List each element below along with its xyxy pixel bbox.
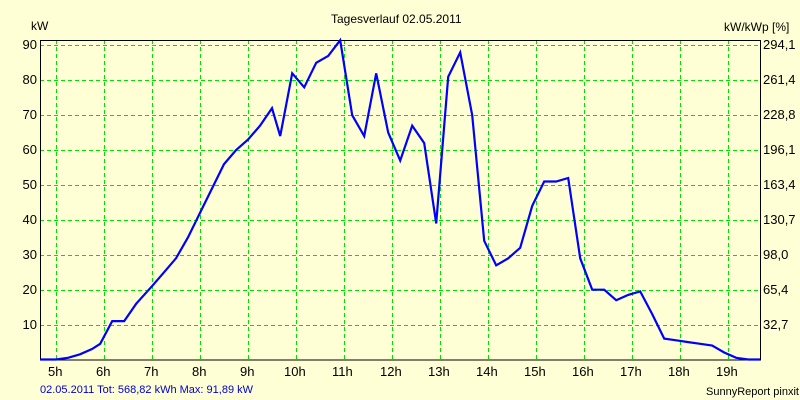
y-tick-right: 163,4 <box>763 177 796 192</box>
plot-frame <box>40 40 761 361</box>
x-tick: 19h <box>716 364 738 379</box>
x-tick: 9h <box>240 364 255 379</box>
y-tick-left: 20 <box>22 281 37 297</box>
x-tick: 18h <box>668 364 690 379</box>
summary-footer: 02.05.2011 Tot: 568,82 kWh Max: 91,89 kW <box>40 384 253 396</box>
x-tick: 14h <box>476 364 498 379</box>
y-tick-left: 70 <box>22 107 37 123</box>
y-axis-label-left: kW <box>31 19 49 33</box>
x-tick: 16h <box>572 364 594 379</box>
y-axis-label-right: kW/kWp [%] <box>724 20 790 34</box>
y-tick-right: 261,4 <box>763 72 796 88</box>
x-tick: 10h <box>284 364 306 379</box>
y-tick-left: 60 <box>22 142 37 158</box>
x-tick: 8h <box>192 364 207 379</box>
x-tick: 12h <box>380 364 402 379</box>
y-tick-right: 65,4 <box>763 281 789 297</box>
y-tick-left: 90 <box>22 37 37 53</box>
x-tick: 5h <box>48 364 63 379</box>
y-tick-right: 98,0 <box>763 246 789 262</box>
x-tick: 11h <box>332 364 353 379</box>
y-tick-right: 228,8 <box>763 107 796 123</box>
y-tick-left: 10 <box>22 316 37 332</box>
credit-footer: SunnyReport pinxit <box>706 386 799 398</box>
x-tick: 17h <box>620 364 642 379</box>
y-tick-left: 80 <box>22 72 37 88</box>
x-tick: 7h <box>144 364 159 379</box>
y-tick-right: 130,7 <box>763 211 796 227</box>
series-line-kw <box>40 37 761 361</box>
x-tick: 6h <box>96 364 111 379</box>
y-tick-left: 40 <box>22 211 37 227</box>
y-tick-left: 50 <box>22 177 37 192</box>
y-tick-right: 196,1 <box>763 142 796 158</box>
x-tick: 13h <box>428 364 450 379</box>
chart-title: Tagesverlauf 02.05.2011 <box>331 12 462 26</box>
y-tick-right: 294,1 <box>763 37 796 53</box>
y-tick-left: 30 <box>22 246 37 262</box>
y-tick-right: 32,7 <box>763 316 789 332</box>
x-tick: 15h <box>524 364 546 379</box>
